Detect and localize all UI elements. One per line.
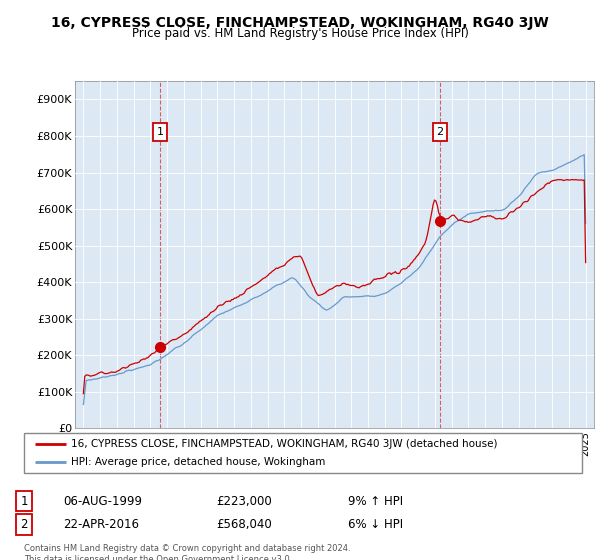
Text: 6% ↓ HPI: 6% ↓ HPI: [348, 518, 403, 531]
Text: Price paid vs. HM Land Registry's House Price Index (HPI): Price paid vs. HM Land Registry's House …: [131, 27, 469, 40]
Text: 2: 2: [436, 127, 443, 137]
Text: HPI: Average price, detached house, Wokingham: HPI: Average price, detached house, Woki…: [71, 457, 326, 467]
Text: 1: 1: [157, 127, 164, 137]
FancyBboxPatch shape: [24, 433, 582, 473]
Text: 16, CYPRESS CLOSE, FINCHAMPSTEAD, WOKINGHAM, RG40 3JW: 16, CYPRESS CLOSE, FINCHAMPSTEAD, WOKING…: [51, 16, 549, 30]
Text: £223,000: £223,000: [216, 494, 272, 508]
Text: 2: 2: [20, 518, 28, 531]
Text: 06-AUG-1999: 06-AUG-1999: [63, 494, 142, 508]
Text: £568,040: £568,040: [216, 518, 272, 531]
Text: Contains HM Land Registry data © Crown copyright and database right 2024.
This d: Contains HM Land Registry data © Crown c…: [24, 544, 350, 560]
Text: 1: 1: [20, 494, 28, 508]
Text: 9% ↑ HPI: 9% ↑ HPI: [348, 494, 403, 508]
Text: 16, CYPRESS CLOSE, FINCHAMPSTEAD, WOKINGHAM, RG40 3JW (detached house): 16, CYPRESS CLOSE, FINCHAMPSTEAD, WOKING…: [71, 439, 498, 449]
Text: 22-APR-2016: 22-APR-2016: [63, 518, 139, 531]
